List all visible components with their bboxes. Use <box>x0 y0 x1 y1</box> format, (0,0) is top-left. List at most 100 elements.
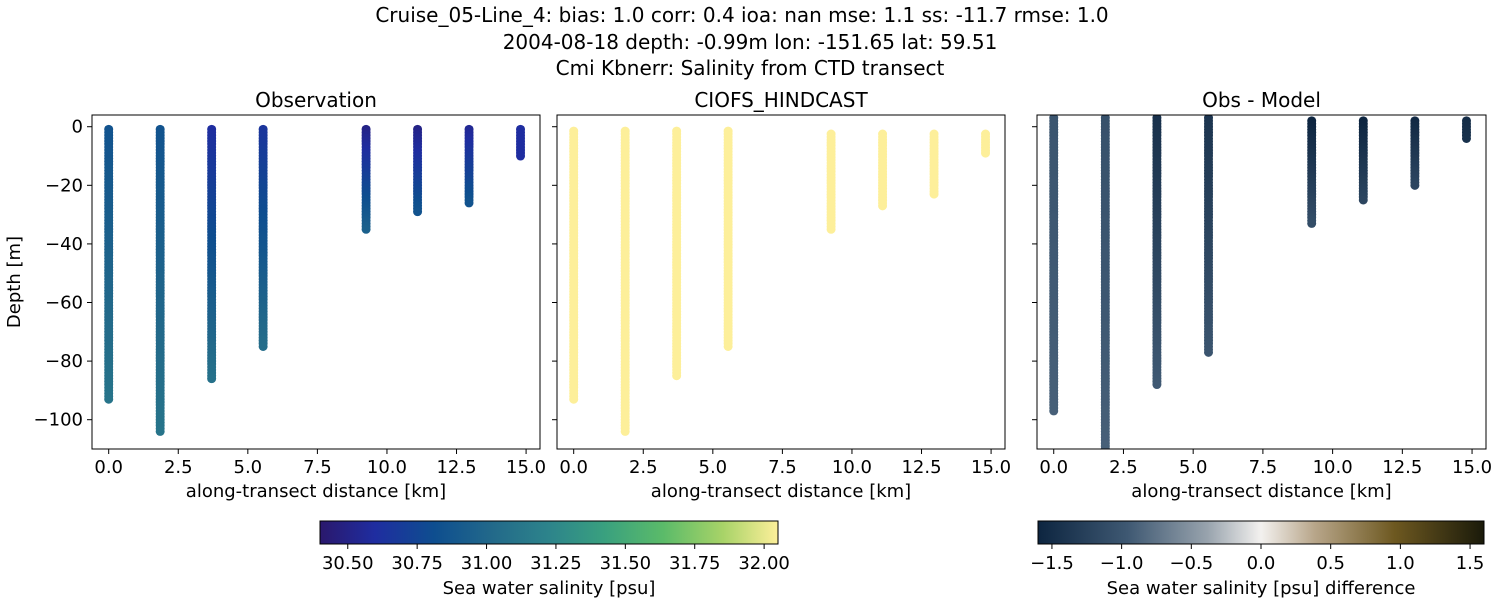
profile-model-7 <box>981 129 991 158</box>
colorbar-tick-label: 31.75 <box>669 553 721 574</box>
data-point <box>1410 180 1420 190</box>
colorbar-salinity: 30.50 30.75 31.00 31.25 31.50 31.75 32.00 Sea … <box>319 520 790 599</box>
data-point <box>361 224 371 234</box>
data-point <box>207 374 217 384</box>
profile-model-1 <box>620 126 630 436</box>
x-tick-label: 12.5 <box>901 457 941 478</box>
x-tick-label: 0.0 <box>94 457 123 478</box>
colorbar-tick-label: 0.0 <box>1247 553 1276 574</box>
y-tick-label: 0 <box>72 117 83 138</box>
x-tick-label: 2.5 <box>164 457 193 478</box>
data-point <box>464 198 474 208</box>
data-point <box>1100 444 1110 449</box>
data-point <box>569 394 579 404</box>
profile-observation-6 <box>464 124 474 208</box>
profiles-observation <box>104 124 526 436</box>
x-tick-label: 0.0 <box>1039 457 1068 478</box>
y-tick-label: −100 <box>34 410 83 431</box>
x-tick-label: 2.5 <box>1109 457 1138 478</box>
profile-model-2 <box>672 126 682 381</box>
data-point <box>155 426 165 436</box>
profile-model-5 <box>878 129 888 211</box>
x-tick-label: 10.0 <box>367 457 407 478</box>
profile-observation-0 <box>104 124 114 404</box>
x-tick-label: 15.0 <box>506 457 546 478</box>
colorbar-tick-label: −1.5 <box>1030 553 1074 574</box>
colorbar-difference-ticks: −1.5 −1.0 −0.5 0.0 0.5 1.0 1.5 <box>1030 544 1484 574</box>
colorbar-tick-label: 1.5 <box>1456 553 1485 574</box>
profile-difference-1 <box>1100 115 1110 449</box>
profile-observation-7 <box>516 124 526 161</box>
subplot-title-model: CIOFS_HINDCAST <box>694 88 868 112</box>
data-point <box>929 189 939 199</box>
colorbar-salinity-ticks: 30.50 30.75 31.00 31.25 31.50 31.75 32.00 <box>322 544 790 574</box>
y-tick-label: −80 <box>45 351 83 372</box>
colorbar-tick-label: −1.0 <box>1100 553 1144 574</box>
profile-model-6 <box>929 129 939 199</box>
y-ticks-model <box>552 126 557 421</box>
x-tick-label: 7.5 <box>1249 457 1278 478</box>
axes-frame-model <box>556 114 1006 450</box>
data-point <box>258 341 268 351</box>
figure-title-line2: 2004-08-18 depth: -0.99m lon: -151.65 la… <box>503 30 998 54</box>
colorbar-difference: −1.5 −1.0 −0.5 0.0 0.5 1.0 1.5 Sea water salin… <box>1030 520 1485 599</box>
data-point <box>1152 380 1162 390</box>
profile-difference-2 <box>1152 115 1162 390</box>
profile-model-3 <box>723 126 733 351</box>
data-point <box>1307 218 1317 228</box>
data-point <box>826 224 836 234</box>
data-point <box>620 426 630 436</box>
x-tick-label: 15.0 <box>971 457 1011 478</box>
x-axis-label-observation: along-transect distance [km] <box>186 481 446 502</box>
profile-observation-4 <box>361 124 371 234</box>
figure-title-line3: Cmi Kbnerr: Salinity from CTD transect <box>556 56 945 80</box>
data-point <box>1461 133 1471 143</box>
subplot-difference: Obs - Model 0.0 2.5 5.0 7.5 10.0 12.5 15.0 along… <box>1032 88 1492 502</box>
data-point <box>413 207 423 217</box>
x-tick-label: 7.5 <box>303 457 332 478</box>
x-tick-label: 10.0 <box>1313 457 1353 478</box>
profile-model-0 <box>569 126 579 404</box>
colorbar-tick-label: −0.5 <box>1169 553 1213 574</box>
x-tick-label: 12.5 <box>1382 457 1422 478</box>
x-axis-label-difference: along-transect distance [km] <box>1131 481 1391 502</box>
x-tick-label: 15.0 <box>1452 457 1492 478</box>
data-point <box>723 341 733 351</box>
x-ticks-model: 0.0 2.5 5.0 7.5 10.0 12.5 15.0 <box>559 449 1011 478</box>
profile-difference-0 <box>1049 115 1059 416</box>
y-tick-label: −40 <box>45 234 83 255</box>
data-point <box>981 148 991 158</box>
profile-observation-2 <box>207 124 217 384</box>
subplot-title-difference: Obs - Model <box>1202 88 1321 112</box>
data-point <box>516 151 526 161</box>
x-tick-label: 2.5 <box>629 457 658 478</box>
x-tick-label: 5.0 <box>234 457 263 478</box>
x-tick-label: 5.0 <box>699 457 728 478</box>
profile-difference-6 <box>1410 116 1420 190</box>
axes-frame-difference <box>1036 114 1487 450</box>
x-ticks-difference: 0.0 2.5 5.0 7.5 10.0 12.5 15.0 <box>1039 449 1492 478</box>
profiles-difference <box>1049 115 1471 449</box>
figure-title-line1: Cruise_05-Line_4: bias: 1.0 corr: 0.4 io… <box>375 3 1108 27</box>
colorbar-tick-label: 31.50 <box>600 553 652 574</box>
y-tick-label: −60 <box>45 293 83 314</box>
x-tick-label: 10.0 <box>832 457 872 478</box>
subplot-observation: Observation 0.0 2.5 5.0 7.5 10.0 12.5 15.0 along… <box>4 88 546 502</box>
data-point <box>1049 406 1059 416</box>
colorbar-tick-label: 31.25 <box>530 553 582 574</box>
y-ticks-difference <box>1032 126 1037 421</box>
data-point <box>1204 347 1214 357</box>
colorbar-tick-label: 30.50 <box>322 553 374 574</box>
data-point <box>878 201 888 211</box>
colorbar-salinity-label: Sea water salinity [psu] <box>443 578 656 599</box>
y-ticks-observation: 0 −20 −40 −60 −80 −100 <box>34 117 92 431</box>
colorbar-tick-label: 32.00 <box>738 553 790 574</box>
profile-difference-7 <box>1461 116 1471 143</box>
y-tick-label: −20 <box>45 175 83 196</box>
colorbar-salinity-bar <box>319 520 779 545</box>
subplot-model: CIOFS_HINDCAST 0.0 2.5 5.0 7.5 10.0 12.5 15.0 al… <box>552 88 1011 502</box>
data-point <box>104 394 114 404</box>
x-tick-label: 12.5 <box>436 457 476 478</box>
profiles-model <box>569 126 991 436</box>
